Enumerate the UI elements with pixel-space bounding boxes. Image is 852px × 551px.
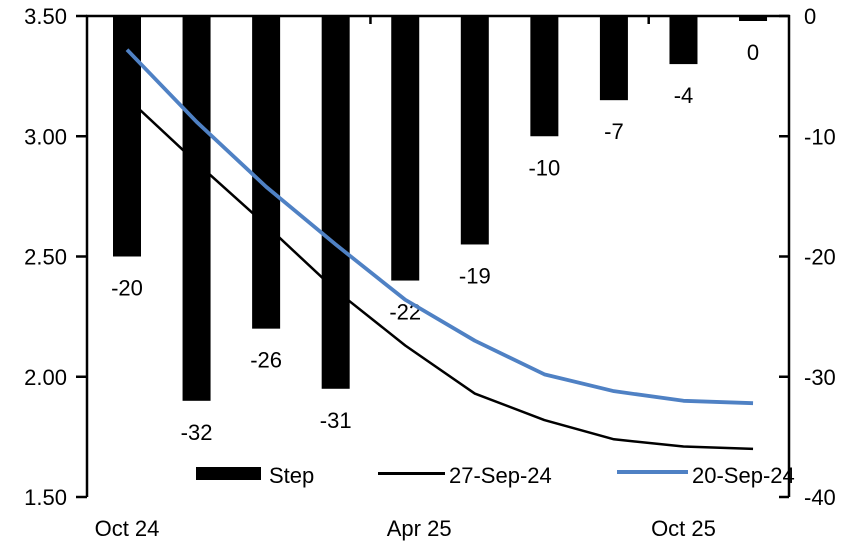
bar-step	[460, 16, 489, 245]
left-axis-tick-label: 1.50	[24, 485, 67, 510]
x-axis-label: Oct 25	[651, 516, 716, 541]
legend-label-step: Step	[269, 463, 315, 488]
x-axis-label: Apr 25	[387, 516, 452, 541]
right-axis-tick-label: -30	[804, 365, 836, 390]
right-axis-tick-label: 0	[804, 4, 816, 29]
bar-step	[252, 16, 281, 329]
bar-data-label: -32	[181, 420, 213, 445]
bar-step	[669, 16, 698, 65]
x-axis-label: Oct 24	[95, 516, 160, 541]
bar-step	[113, 16, 141, 257]
line-27-sep-24	[126, 96, 754, 451]
left-axis-tick-label: 2.00	[24, 365, 67, 390]
bar-step	[391, 16, 420, 281]
left-axis-tick-label: 2.50	[24, 245, 67, 270]
right-axis-tick-label: -40	[804, 485, 836, 510]
left-axis-tick-label: 3.00	[24, 124, 67, 149]
bar-data-label: 0	[747, 40, 759, 65]
left-axis-tick-label: 3.50	[24, 4, 67, 29]
bar-data-label: -10	[528, 155, 560, 180]
bar-data-label: -7	[604, 119, 624, 144]
bar-data-label: -4	[674, 83, 694, 108]
legend-label-20-sep-24: 20-Sep-24	[692, 463, 795, 488]
bar-data-label: -31	[320, 408, 352, 433]
legend-label-27-sep-24: 27-Sep-24	[449, 463, 552, 488]
bar-step	[182, 16, 211, 401]
bar-step	[739, 16, 768, 21]
legend-bar-swatch	[196, 467, 261, 480]
bar-step	[599, 16, 628, 101]
bar-data-label: -20	[111, 276, 143, 301]
legend-line-swatch-20-sep	[617, 470, 688, 474]
line-20-sep-24	[125, 48, 754, 406]
legend-line-swatch-27-sep	[378, 472, 445, 475]
right-axis-tick-label: -20	[804, 245, 836, 270]
bar-step	[321, 16, 350, 389]
bar-data-label: -22	[389, 300, 421, 325]
bar-data-label: -19	[459, 263, 491, 288]
bar-data-label: -26	[250, 348, 282, 373]
right-axis-tick-label: -10	[804, 124, 836, 149]
bar-step	[530, 16, 559, 137]
